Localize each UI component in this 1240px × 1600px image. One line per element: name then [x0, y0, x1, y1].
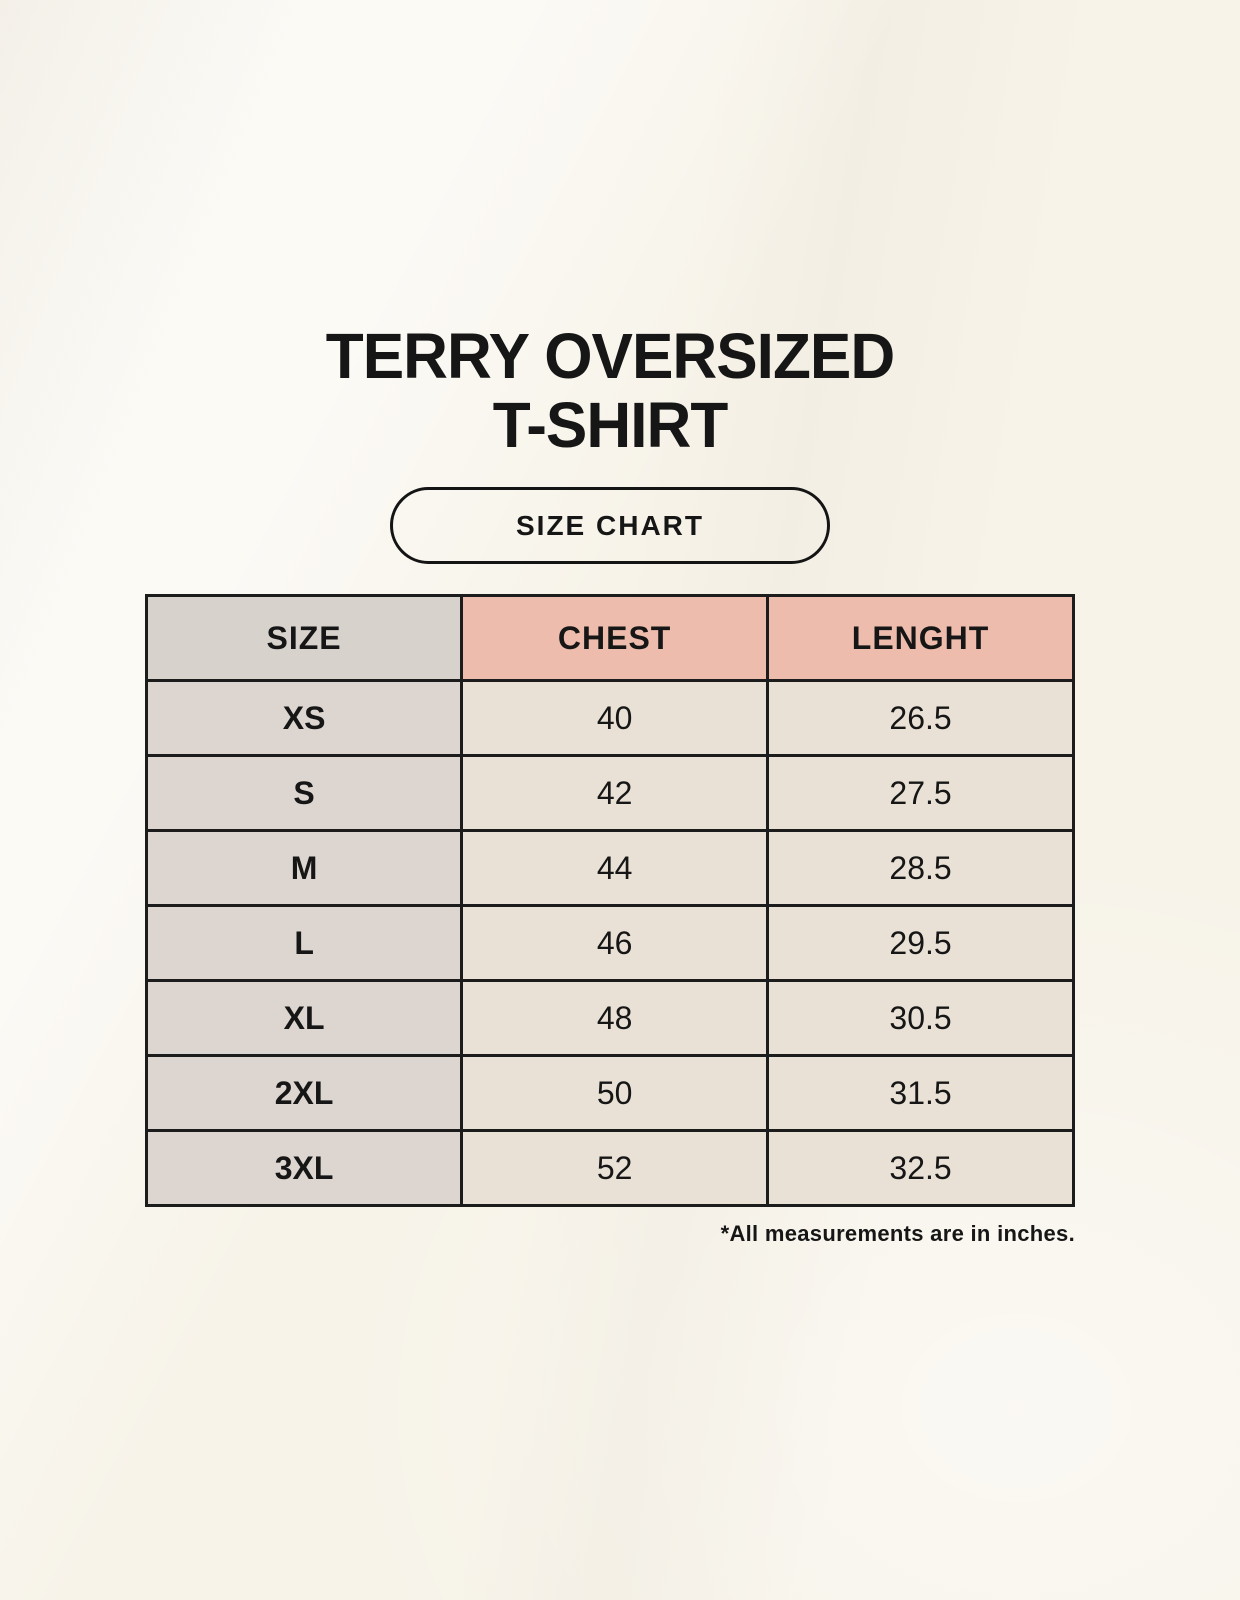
size-table-header: SIZE CHEST LENGHT [144, 594, 1075, 683]
size-cell: 2XL [144, 1054, 464, 1133]
size-table: SIZE CHEST LENGHT XS 40 26.5 S 42 27.5 M 44 28.5… [144, 594, 1075, 1208]
chest-cell: 52 [460, 1129, 770, 1208]
length-cell: 26.5 [766, 679, 1075, 758]
size-cell: 3XL [144, 1129, 464, 1208]
size-cell: XL [144, 979, 464, 1058]
chest-cell: 50 [460, 1054, 770, 1133]
table-row: 2XL 50 31.5 [144, 1054, 1075, 1133]
size-cell: M [144, 829, 464, 908]
length-cell: 31.5 [766, 1054, 1075, 1133]
table-row: 3XL 52 32.5 [144, 1129, 1075, 1208]
length-cell: 28.5 [766, 829, 1075, 908]
column-header-length: LENGHT [766, 594, 1075, 683]
length-cell: 32.5 [766, 1129, 1075, 1208]
content-wrapper: TERRY OVERSIZED T-SHIRT SIZE CHART SIZE … [144, 320, 1075, 1247]
size-cell: XS [144, 679, 464, 758]
page-title-line2: T-SHIRT [492, 389, 729, 462]
size-cell: S [144, 754, 464, 833]
chest-cell: 40 [460, 679, 770, 758]
size-table-body: XS 40 26.5 S 42 27.5 M 44 28.5 L 46 29.5 XL 48 30.5 2XL… [144, 679, 1075, 1208]
chest-cell: 48 [460, 979, 770, 1058]
length-cell: 29.5 [766, 904, 1075, 983]
header-row: SIZE CHEST LENGHT [144, 594, 1075, 683]
table-row: S 42 27.5 [144, 754, 1075, 833]
table-row: XS 40 26.5 [144, 679, 1075, 758]
page-title-line1: TERRY OVERSIZED [325, 320, 895, 392]
table-row: XL 48 30.5 [144, 979, 1075, 1058]
chest-cell: 46 [460, 904, 770, 983]
column-header-chest: CHEST [460, 594, 770, 683]
measurements-footnote: *All measurements are in inches. [720, 1221, 1075, 1247]
size-chart-button[interactable]: SIZE CHART [390, 487, 830, 565]
length-cell: 27.5 [766, 754, 1075, 833]
table-row: L 46 29.5 [144, 904, 1075, 983]
chest-cell: 44 [460, 829, 770, 908]
chest-cell: 42 [460, 754, 770, 833]
page-title: TERRY OVERSIZED T-SHIRT [159, 320, 1061, 462]
table-row: M 44 28.5 [144, 829, 1075, 908]
size-cell: L [144, 904, 464, 983]
column-header-size: SIZE [144, 594, 464, 683]
length-cell: 30.5 [766, 979, 1075, 1058]
